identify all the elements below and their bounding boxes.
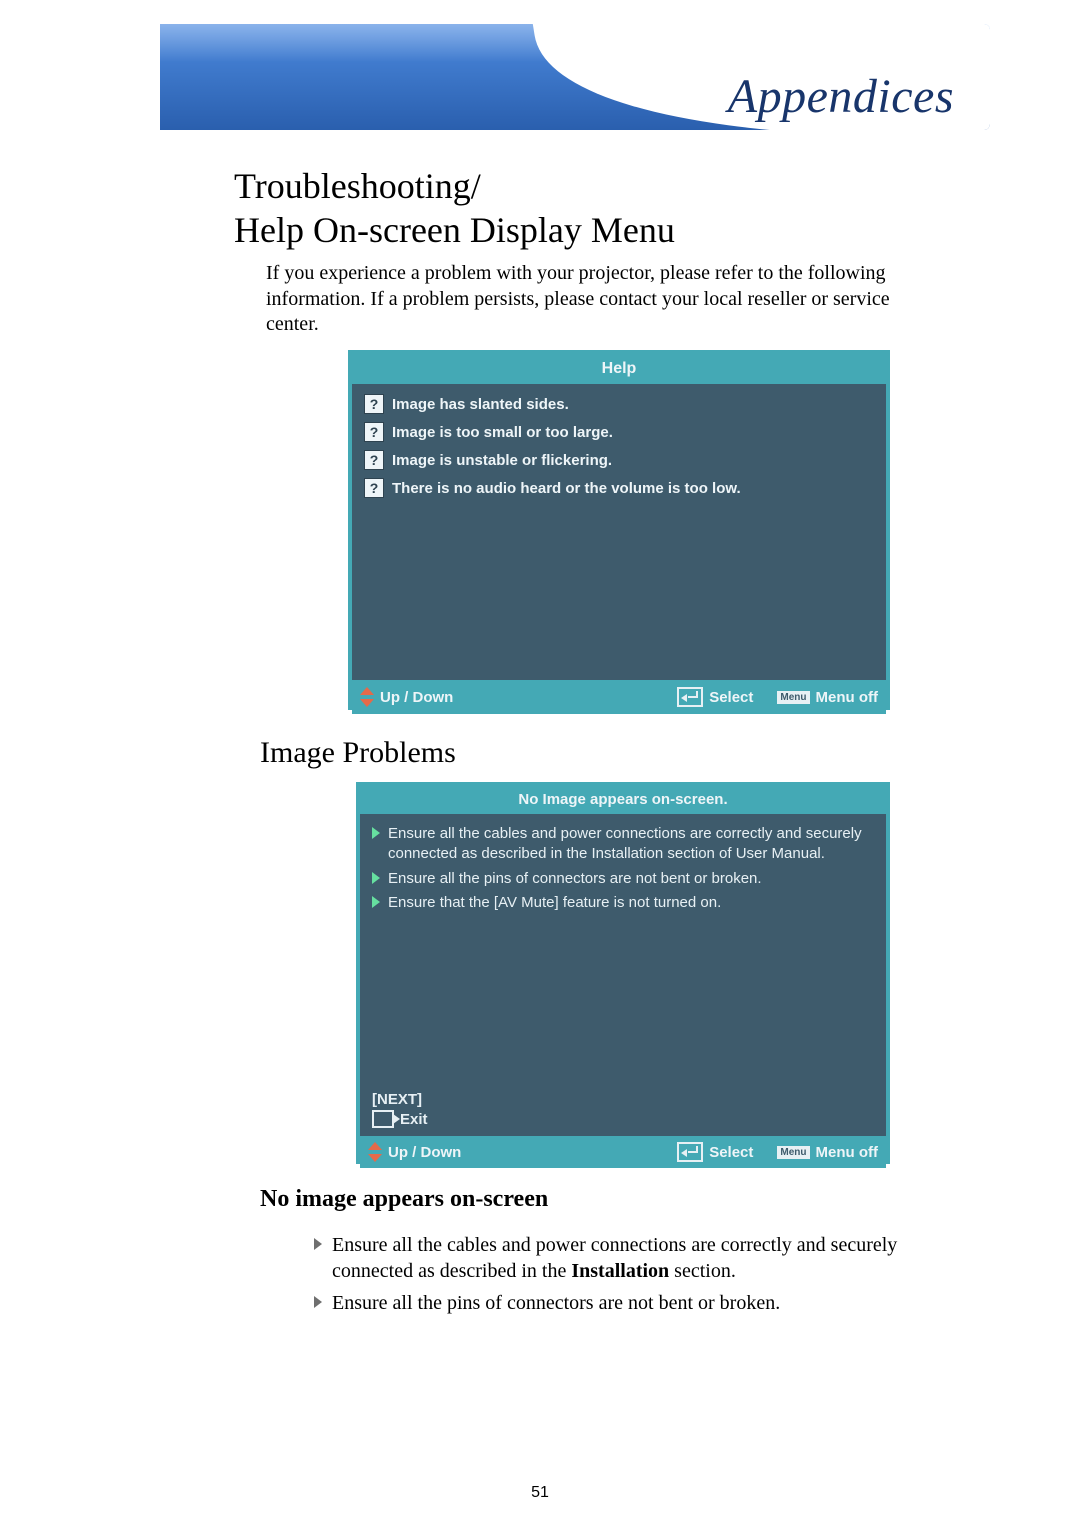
menu-button-icon: Menu [777,691,809,704]
osd-help-item-label: Image has slanted sides. [392,396,569,413]
heading-line-2: Help On-screen Display Menu [234,209,675,253]
body-bullet-list: Ensure all the cables and power connecti… [314,1232,924,1316]
osd-noimage-panel: No Image appears on-screen. Ensure all th… [356,782,890,1164]
osd-noimage-bullet-text: Ensure that the [AV Mute] feature is not… [388,893,721,913]
osd-noimage-bullet: Ensure all the cables and power connecti… [372,824,874,865]
osd-next-label[interactable]: [NEXT] [372,1091,874,1108]
osd-noimage-body: Ensure all the cables and power connecti… [360,814,886,1136]
question-icon: ? [364,478,384,498]
section-heading-image-problems: Image Problems [260,736,456,770]
footer-updown[interactable]: Up / Down [360,687,453,707]
osd-exit-row[interactable]: Exit [372,1110,874,1128]
body-bullet-item: Ensure all the cables and power connecti… [314,1232,924,1284]
osd-help-item-label: Image is unstable or flickering. [392,452,612,469]
osd-noimage-footer: Up / Down Select Menu Menu off [360,1136,886,1168]
footer-select-label: Select [709,1144,753,1161]
question-icon: ? [364,422,384,442]
intro-paragraph: If you experience a problem with your pr… [266,261,906,338]
bullet-triangle-icon [314,1238,322,1250]
page-heading: Troubleshooting/ Help On-screen Display … [234,165,675,253]
footer-select-label: Select [709,689,753,706]
osd-noimage-titlebar: No Image appears on-screen. [360,786,886,814]
body-bullet-text: Ensure all the cables and power connecti… [332,1232,924,1284]
bullet-triangle-icon [372,896,380,908]
footer-menuoff[interactable]: Menu Menu off [777,1144,878,1161]
osd-noimage-bullet-text: Ensure all the cables and power connecti… [388,824,874,865]
subsection-heading-no-image: No image appears on-screen [260,1186,548,1213]
osd-help-item[interactable]: ? Image is unstable or flickering. [364,450,874,470]
bullet-triangle-icon [372,827,380,839]
footer-updown-label: Up / Down [388,1144,461,1161]
osd-help-footer: Up / Down Select Menu Menu off [352,680,886,714]
question-icon: ? [364,394,384,414]
osd-help-titlebar: Help [352,354,886,384]
question-icon: ? [364,450,384,470]
footer-menuoff-label: Menu off [816,1144,878,1161]
osd-help-item[interactable]: ? Image has slanted sides. [364,394,874,414]
page-number: 51 [0,1484,1080,1502]
osd-noimage-bullet: Ensure that the [AV Mute] feature is not… [372,893,874,913]
body-bullet-text: Ensure all the pins of connectors are no… [332,1290,924,1316]
osd-noimage-bullet-text: Ensure all the pins of connectors are no… [388,869,762,889]
footer-menuoff[interactable]: Menu Menu off [777,689,878,706]
updown-arrows-icon [368,1142,382,1162]
footer-menuoff-label: Menu off [816,689,878,706]
osd-exit-label: Exit [400,1111,428,1128]
osd-help-body: ? Image has slanted sides.? Image is too s… [352,384,886,680]
header-banner: Appendices [160,24,990,130]
enter-icon [677,1142,703,1162]
osd-help-item[interactable]: ? There is no audio heard or the volume i… [364,478,874,498]
body-bullet-item: Ensure all the pins of connectors are no… [314,1290,924,1316]
footer-select[interactable]: Select [677,1142,753,1162]
banner-title: Appendices [728,69,954,124]
exit-icon [372,1110,394,1128]
osd-help-item-label: Image is too small or too large. [392,424,613,441]
menu-button-icon: Menu [777,1146,809,1159]
footer-select[interactable]: Select [677,687,753,707]
osd-help-item[interactable]: ? Image is too small or too large. [364,422,874,442]
enter-icon [677,687,703,707]
bullet-triangle-icon [314,1296,322,1308]
osd-help-panel: Help? Image has slanted sides.? Image is t… [348,350,890,710]
footer-updown-label: Up / Down [380,689,453,706]
updown-arrows-icon [360,687,374,707]
osd-help-item-label: There is no audio heard or the volume is… [392,480,741,497]
heading-line-1: Troubleshooting/ [234,165,675,209]
bullet-triangle-icon [372,872,380,884]
osd-noimage-bullet: Ensure all the pins of connectors are no… [372,869,874,889]
footer-updown[interactable]: Up / Down [368,1142,461,1162]
